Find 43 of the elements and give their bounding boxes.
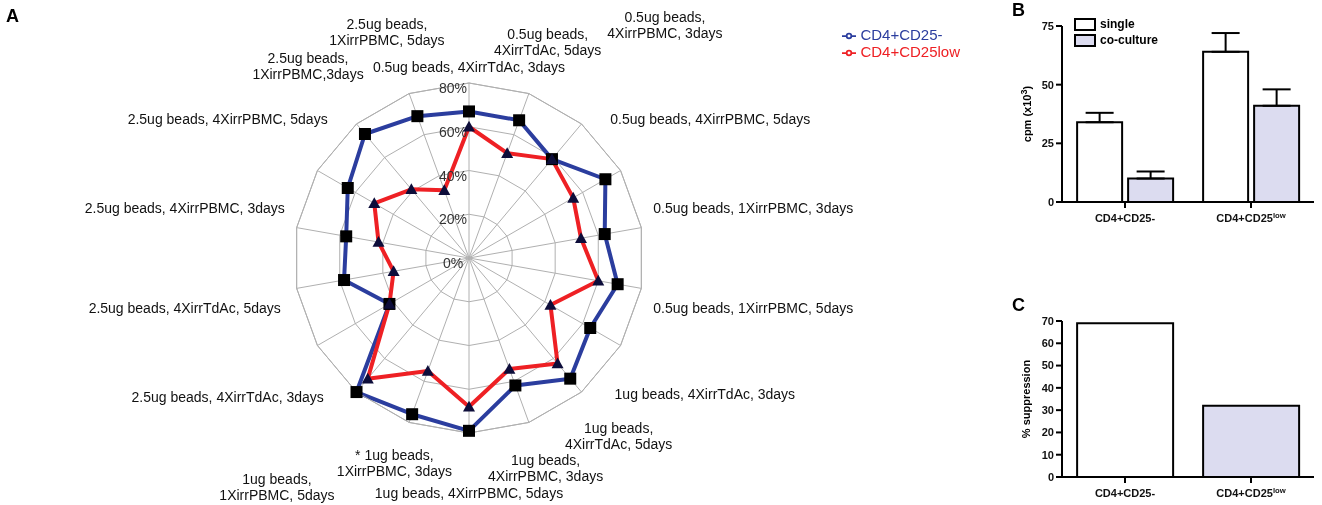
legend-label: co-culture bbox=[1100, 33, 1159, 47]
spoke-label: 0.5ug beads, 4XirrPBMC, 5days bbox=[610, 110, 811, 127]
spoke-label: 1ug beads, 1XirrPBMC, 5days bbox=[219, 470, 335, 503]
y-tick-label: 0% bbox=[442, 255, 464, 271]
x-tick-label: CD4+CD25$^{low}$ bbox=[1216, 210, 1286, 224]
spoke-label: 0.5ug beads, 1XirrPBMC, 3days bbox=[653, 199, 854, 216]
spoke-label: 1ug beads, 4XirrPBMC, 3days bbox=[488, 452, 604, 485]
spoke-label: 2.5ug beads, 4XirrTdAc, 3days bbox=[131, 389, 324, 406]
y-tick-label: 25 bbox=[1041, 137, 1054, 150]
spoke-label: 0.5ug beads, 1XirrPBMC, 5days bbox=[653, 300, 854, 317]
spoke-label: 2.5ug beads, 1XirrPBMC, 5days bbox=[329, 16, 445, 49]
spoke-label: 1ug beads, 4XirrTdAc, 3days bbox=[614, 386, 796, 403]
spoke-label: 0.5ug beads, 4XirrPBMC, 3days bbox=[607, 8, 723, 41]
y-tick-label: 60 bbox=[1041, 337, 1054, 350]
legend-label: CD4+CD25low bbox=[860, 43, 960, 61]
y-axis-title: % suppression bbox=[1020, 359, 1032, 439]
y-tick-label: 30 bbox=[1041, 404, 1054, 417]
y-tick-label: 50 bbox=[1041, 78, 1054, 91]
spoke-label: 2.5ug beads, 1XirrPBMC,3days bbox=[252, 50, 364, 83]
spoke-label: 1ug beads, 4XirrTdAc, 5days bbox=[564, 420, 673, 453]
legend-label: CD4+CD25- bbox=[860, 26, 943, 43]
spoke-label: 2.5ug beads, 4XirrTdAc, 5days bbox=[88, 300, 281, 317]
spoke-label: 0.5ug beads, 4XirrTdAc, 3days bbox=[372, 59, 566, 75]
y-tick-label: 20% bbox=[438, 211, 468, 228]
y-tick-label: 75 bbox=[1041, 19, 1054, 32]
y-tick-label: 20 bbox=[1041, 426, 1054, 439]
spoke-label: 1ug beads, 4XirrPBMC, 5days bbox=[374, 485, 564, 501]
legend-label: single bbox=[1100, 17, 1135, 31]
y-tick-label: 0 bbox=[1047, 195, 1054, 208]
y-tick-label: 40 bbox=[1041, 381, 1054, 394]
spoke-label: 2.5ug beads, 4XirrPBMC, 5days bbox=[127, 110, 328, 127]
y-tick-label: 0 bbox=[1047, 470, 1054, 483]
chart-title: C bbox=[1012, 295, 1025, 316]
spoke-label: 2.5ug beads, 4XirrPBMC, 3days bbox=[84, 199, 285, 216]
spoke-label: 0.5ug beads, 4XirrTdAc, 5days bbox=[493, 25, 602, 58]
y-tick-label: 70 bbox=[1041, 314, 1054, 327]
y-tick-label: 80% bbox=[438, 80, 468, 96]
x-tick-label: CD4+CD25$^{low}$ bbox=[1216, 485, 1286, 499]
spoke-label: * 1ug beads, 1XirrPBMC, 3days bbox=[336, 446, 453, 479]
chart-title: A bbox=[6, 6, 19, 27]
chart-title: B bbox=[1012, 0, 1025, 21]
y-tick-label: 50 bbox=[1041, 359, 1054, 372]
y-tick-label: 10 bbox=[1041, 448, 1054, 461]
